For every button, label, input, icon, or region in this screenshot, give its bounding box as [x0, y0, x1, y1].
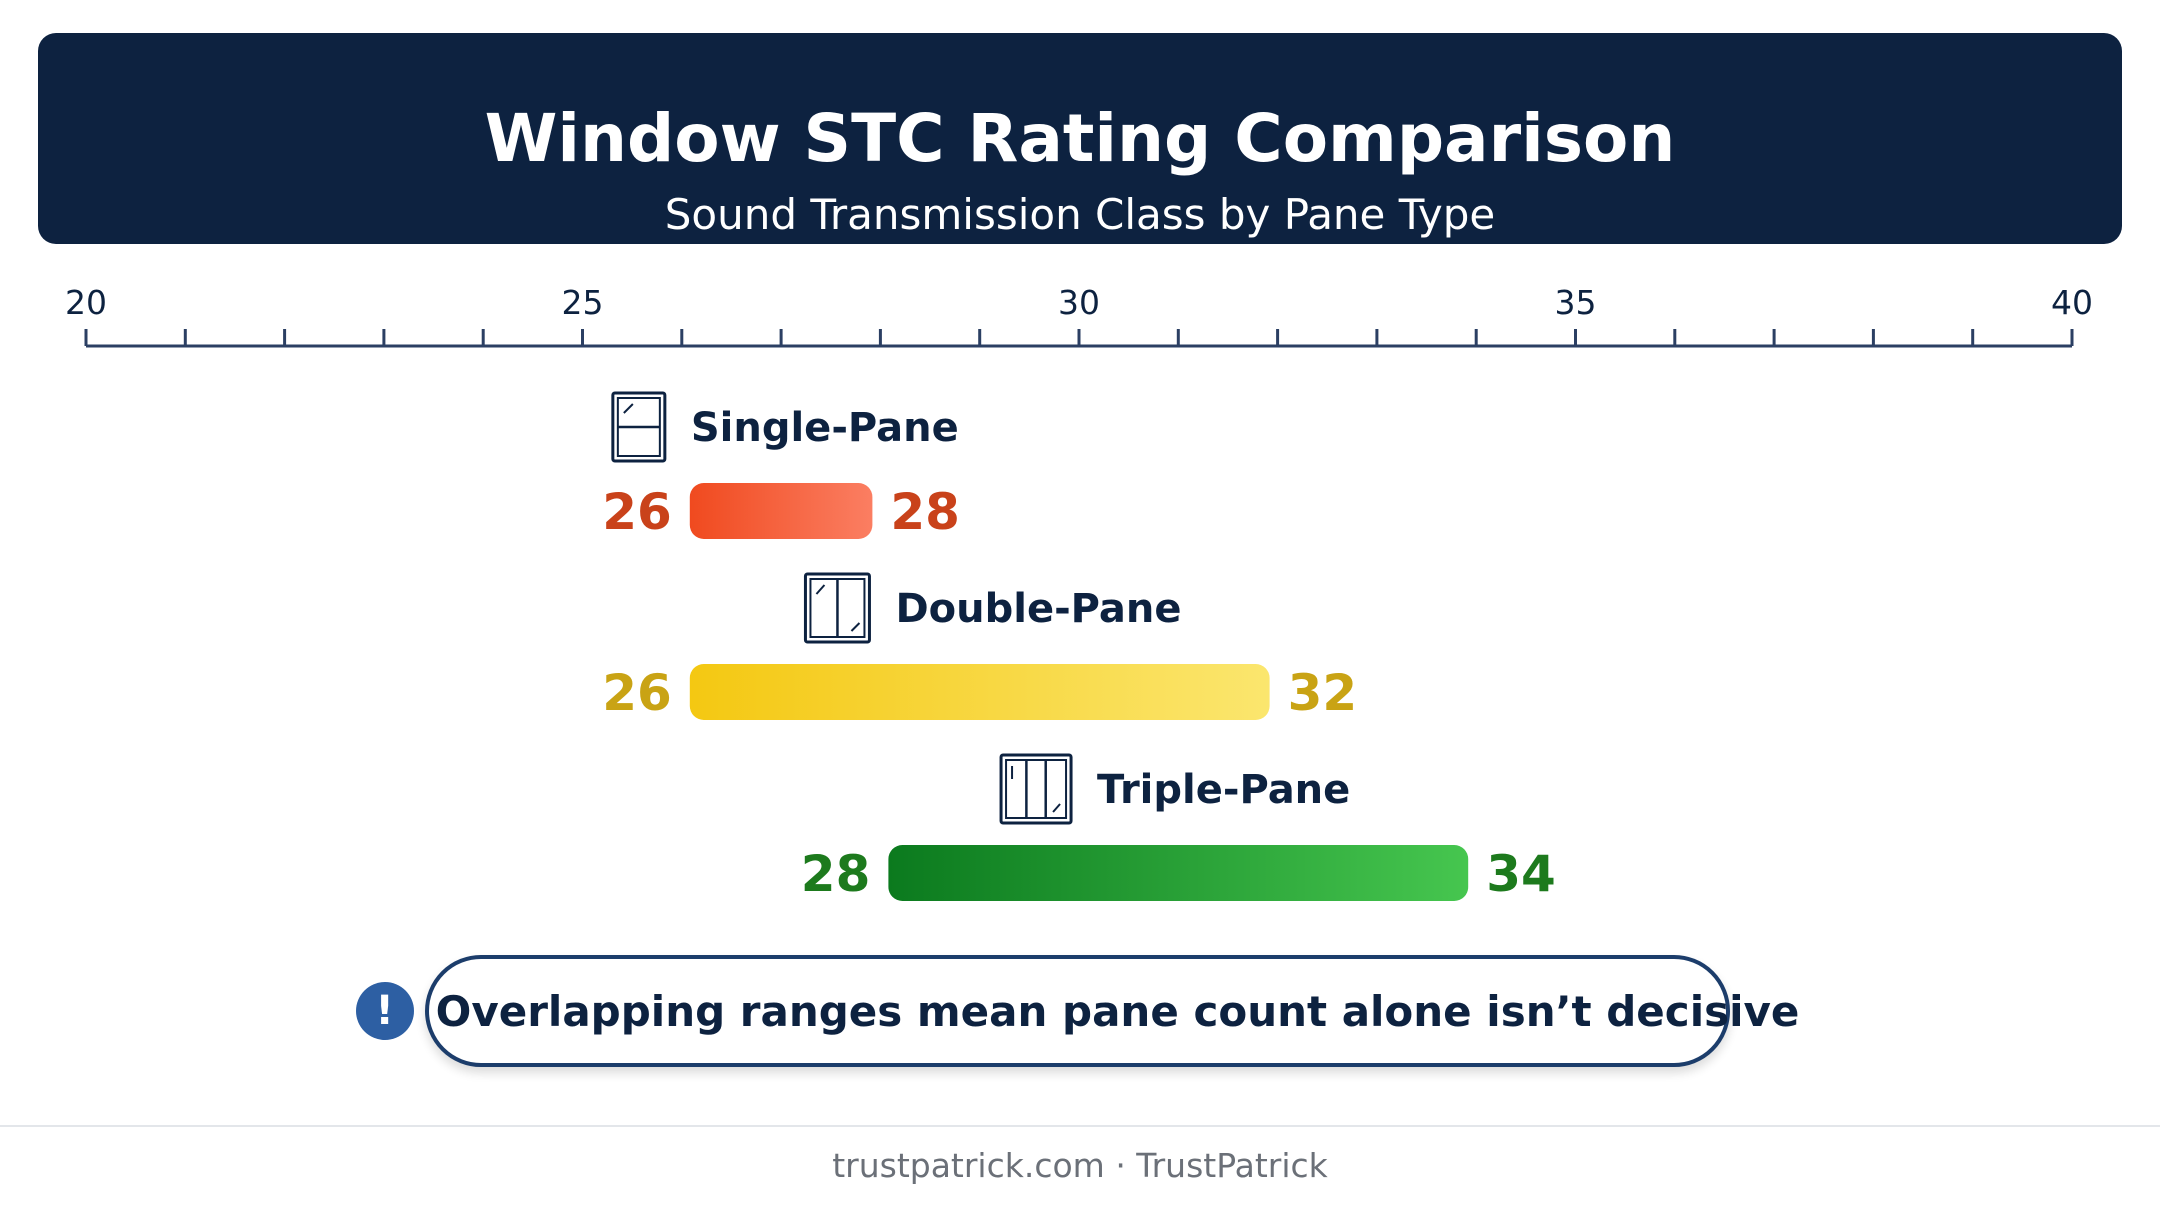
series-label: Double-Pane: [895, 586, 1181, 632]
stc-range-chart: 20 25 30 35 40 Single-Pane 26 28 Double-Pane 26 3…: [65, 283, 2093, 903]
x-tick-label: 40: [2051, 283, 2093, 322]
x-tick-label: 25: [562, 283, 604, 322]
range-low-label: 28: [801, 845, 871, 903]
callout-note: ! Overlapping ranges mean pane count alo…: [355, 955, 1799, 1067]
range-bar: [689, 664, 1270, 720]
x-tick-label: 35: [1555, 283, 1597, 322]
series-row: Single-Pane 26 28: [602, 391, 960, 541]
x-axis: 20 25 30 35 40: [65, 283, 2093, 348]
range-high-label: 34: [1486, 845, 1556, 903]
range-low-label: 26: [602, 664, 672, 722]
chart-subtitle: Sound Transmission Class by Pane Type: [664, 190, 1496, 239]
chart-title: Window STC Rating Comparison: [484, 100, 1676, 177]
series-label: Single-Pane: [691, 405, 959, 451]
single-pane-window-icon: [611, 391, 667, 463]
series-row: Double-Pane 26 32: [602, 572, 1358, 722]
series-row: Triple-Pane 28 34: [801, 753, 1556, 903]
double-pane-window-icon: [803, 572, 871, 644]
range-high-label: 28: [890, 483, 960, 541]
series-group: Single-Pane 26 28 Double-Pane 26 32 Triple-Pan…: [602, 391, 1556, 903]
title-banner: Window STC Rating Comparison Sound Trans…: [38, 33, 2122, 244]
range-bar: [689, 483, 873, 539]
footer-credit: trustpatrick.com · TrustPatrick: [832, 1146, 1328, 1185]
exclamation-icon: !: [355, 982, 414, 1040]
range-high-label: 32: [1288, 664, 1358, 722]
range-low-label: 26: [602, 483, 672, 541]
callout-text: Overlapping ranges mean pane count alone…: [435, 986, 1800, 1036]
series-label: Triple-Pane: [1097, 767, 1350, 813]
x-tick-label: 20: [65, 283, 107, 322]
triple-pane-window-icon: [999, 753, 1073, 825]
range-bar: [888, 845, 1469, 901]
footer-divider: [0, 1125, 2160, 1127]
x-tick-label: 30: [1058, 283, 1100, 322]
